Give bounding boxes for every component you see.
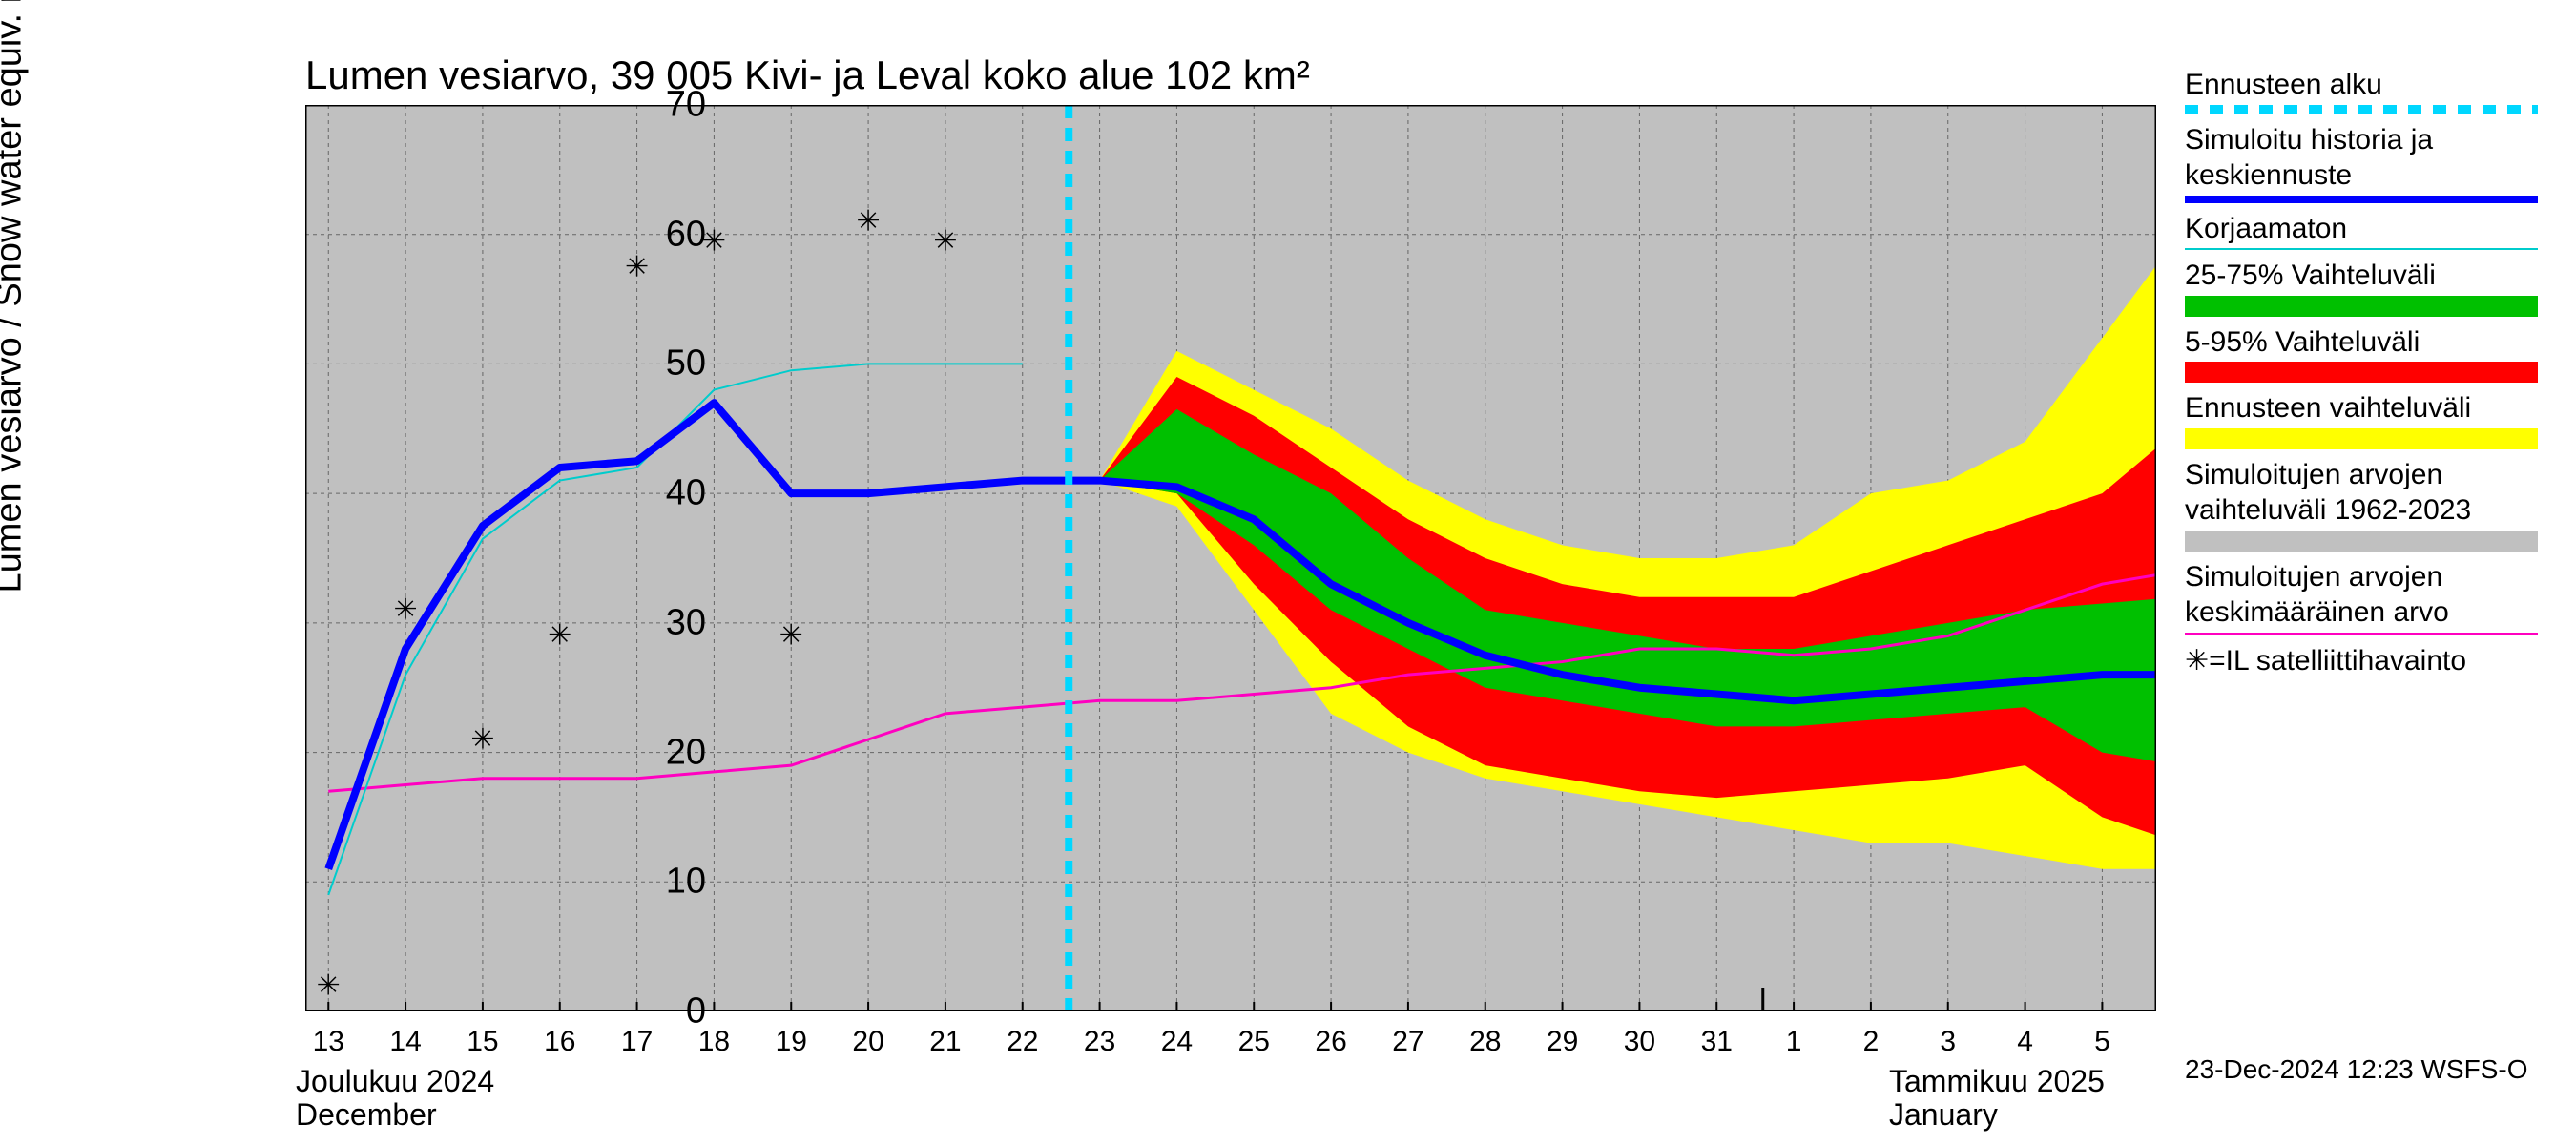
y-tick-label: 70	[649, 85, 706, 126]
footer-timestamp: 23-Dec-2024 12:23 WSFS-O	[2185, 1054, 2528, 1085]
satellite-point: ✳	[857, 205, 881, 239]
x-tick-label: 25	[1238, 1026, 1270, 1058]
legend-label: 5-95% Vaihteluväli	[2185, 324, 2566, 361]
satellite-point: ✳	[548, 619, 571, 653]
x-tick-label: 1	[1786, 1026, 1802, 1058]
x-tick-label: 31	[1701, 1026, 1733, 1058]
y-tick-label: 50	[649, 344, 706, 385]
x-month-label-en: January	[1889, 1097, 1998, 1133]
x-tick-label: 5	[2094, 1026, 2110, 1058]
x-tick-label: 4	[2017, 1026, 2033, 1058]
satellite-point: ✳	[625, 250, 649, 283]
x-tick-label: 14	[389, 1026, 421, 1058]
x-tick-label: 2	[1863, 1026, 1880, 1058]
legend-label: vaihteluväli 1962-2023	[2185, 492, 2566, 529]
y-tick-label: 10	[649, 862, 706, 903]
legend-swatch	[2185, 196, 2538, 203]
plot-area: ✳✳✳✳✳✳✳✳✳	[305, 105, 2156, 1011]
y-tick-label: 60	[649, 214, 706, 255]
x-tick-label: 13	[313, 1026, 344, 1058]
satellite-point: ✳	[470, 723, 494, 757]
satellite-point: ✳	[779, 619, 803, 653]
legend-item: Ennusteen alku	[2185, 67, 2566, 114]
legend-item: ✳=IL satelliittihavainto	[2185, 643, 2566, 679]
x-month-label-en: December	[296, 1097, 437, 1133]
x-tick-label: 17	[621, 1026, 653, 1058]
x-tick-label: 26	[1315, 1026, 1346, 1058]
legend: Ennusteen alkuSimuloitu historia jakeski…	[2185, 67, 2566, 684]
legend-item: Ennusteen vaihteluväli	[2185, 390, 2566, 449]
x-tick-label: 24	[1161, 1026, 1193, 1058]
satellite-point: ✳	[394, 593, 418, 627]
legend-swatch	[2185, 296, 2538, 317]
legend-label: Ennusteen vaihteluväli	[2185, 390, 2566, 427]
x-tick-label: 27	[1392, 1026, 1423, 1058]
legend-item: 25-75% Vaihteluväli	[2185, 258, 2566, 317]
x-tick-label: 19	[776, 1026, 807, 1058]
legend-label: keskiennuste	[2185, 157, 2566, 194]
x-tick-label: 18	[698, 1026, 730, 1058]
legend-swatch	[2185, 531, 2538, 552]
star-icon: ✳	[2185, 645, 2209, 677]
legend-label: Simuloitujen arvojen	[2185, 559, 2566, 595]
x-month-label-fi: Joulukuu 2024	[296, 1064, 494, 1099]
x-tick-label: 3	[1940, 1026, 1956, 1058]
plot-svg	[305, 105, 2156, 1011]
legend-label: keskimääräinen arvo	[2185, 594, 2566, 631]
legend-swatch	[2185, 362, 2538, 383]
x-tick-label: 30	[1624, 1026, 1655, 1058]
y-tick-label: 30	[649, 602, 706, 643]
legend-label: Simuloitu historia ja	[2185, 122, 2566, 158]
legend-swatch	[2185, 248, 2538, 250]
legend-item: Simuloitu historia jakeskiennuste	[2185, 122, 2566, 203]
satellite-point: ✳	[317, 968, 341, 1002]
legend-item: Korjaamaton	[2185, 211, 2566, 251]
legend-item: Simuloitujen arvojenvaihteluväli 1962-20…	[2185, 457, 2566, 552]
legend-swatch	[2185, 633, 2538, 635]
x-tick-label: 16	[544, 1026, 575, 1058]
legend-item: 5-95% Vaihteluväli	[2185, 324, 2566, 384]
y-tick-label: 40	[649, 473, 706, 514]
chart-title: Lumen vesiarvo, 39 005 Kivi- ja Leval ko…	[305, 52, 1310, 98]
legend-label: ✳=IL satelliittihavainto	[2185, 643, 2566, 679]
x-tick-label: 15	[467, 1026, 498, 1058]
chart-container: Lumen vesiarvo, 39 005 Kivi- ja Leval ko…	[0, 0, 2576, 1145]
satellite-point: ✳	[933, 224, 957, 258]
x-tick-label: 28	[1469, 1026, 1501, 1058]
legend-swatch	[2185, 428, 2538, 449]
legend-label: Simuloitujen arvojen	[2185, 457, 2566, 493]
x-tick-label: 20	[852, 1026, 883, 1058]
x-tick-label: 23	[1084, 1026, 1115, 1058]
legend-swatch	[2185, 105, 2538, 114]
legend-label: 25-75% Vaihteluväli	[2185, 258, 2566, 294]
y-tick-label: 20	[649, 732, 706, 773]
legend-label: Ennusteen alku	[2185, 67, 2566, 103]
x-month-label-fi: Tammikuu 2025	[1889, 1064, 2105, 1099]
legend-label: Korjaamaton	[2185, 211, 2566, 247]
x-tick-label: 29	[1547, 1026, 1578, 1058]
x-tick-label: 21	[929, 1026, 961, 1058]
legend-item: Simuloitujen arvojenkeskimääräinen arvo	[2185, 559, 2566, 635]
x-tick-label: 22	[1007, 1026, 1038, 1058]
